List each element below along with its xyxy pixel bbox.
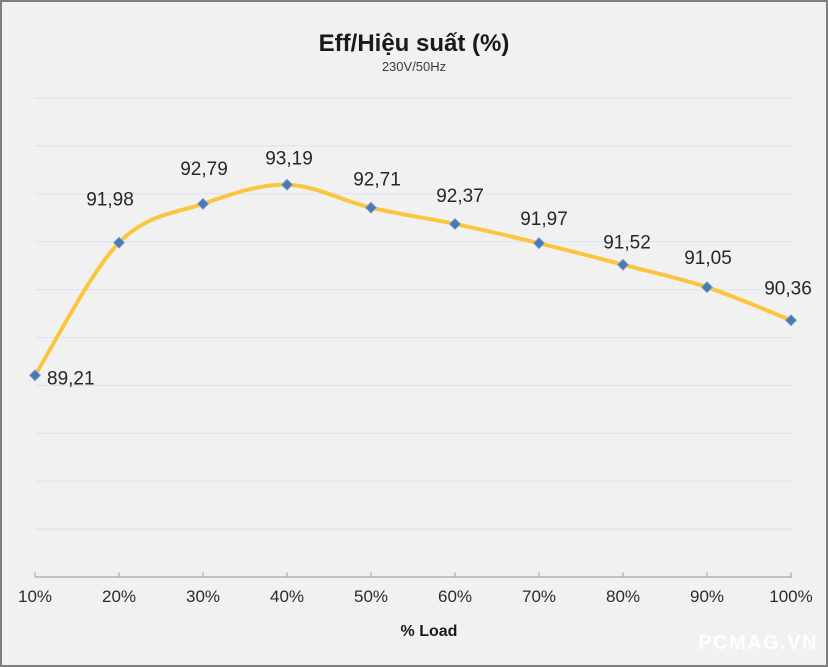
data-label-70%: 91,97 (520, 209, 568, 230)
x-tick-label-30%: 30% (186, 587, 220, 606)
data-point-marker-100% (784, 314, 798, 327)
data-label-90%: 91,05 (684, 248, 732, 269)
data-point-marker-80% (616, 258, 630, 271)
x-tick-label-20%: 20% (102, 587, 136, 606)
watermark: PCMAG.VN (698, 632, 818, 654)
x-tick-label-60%: 60% (438, 587, 472, 606)
x-tick-label-90%: 90% (690, 587, 724, 606)
data-point-marker-70% (532, 237, 546, 250)
data-point-marker-30% (196, 197, 210, 210)
chart-subtitle: 230V/50Hz (381, 59, 447, 74)
data-point-marker-20% (112, 236, 126, 249)
series-line (33, 182, 793, 378)
data-label-40%: 93,19 (265, 149, 313, 170)
data-point-marker-10% (28, 369, 42, 382)
data-label-50%: 92,71 (353, 170, 401, 191)
x-axis-title: % Load (400, 623, 458, 640)
x-tick-label-40%: 40% (270, 587, 304, 606)
data-point-marker-50% (364, 201, 378, 214)
data-point-marker-40% (280, 178, 294, 191)
x-tick-label-10%: 10% (18, 587, 52, 606)
data-label-10%: 89,21 (47, 368, 95, 389)
x-tick-label-50%: 50% (354, 587, 388, 606)
data-label-80%: 91,52 (603, 233, 651, 254)
chart-title: Eff/Hiệu suất (%) (318, 30, 510, 57)
data-label-60%: 92,37 (436, 186, 484, 207)
data-point-marker-90% (700, 281, 714, 294)
x-tick-label-80%: 80% (606, 587, 640, 606)
data-point-marker-60% (448, 217, 462, 231)
data-label-30%: 92,79 (180, 159, 228, 180)
data-label-20%: 91,98 (86, 190, 134, 211)
data-label-100%: 90,36 (764, 278, 812, 299)
x-tick-label-70%: 70% (522, 587, 556, 606)
x-tick-label-100%: 100% (769, 587, 812, 606)
